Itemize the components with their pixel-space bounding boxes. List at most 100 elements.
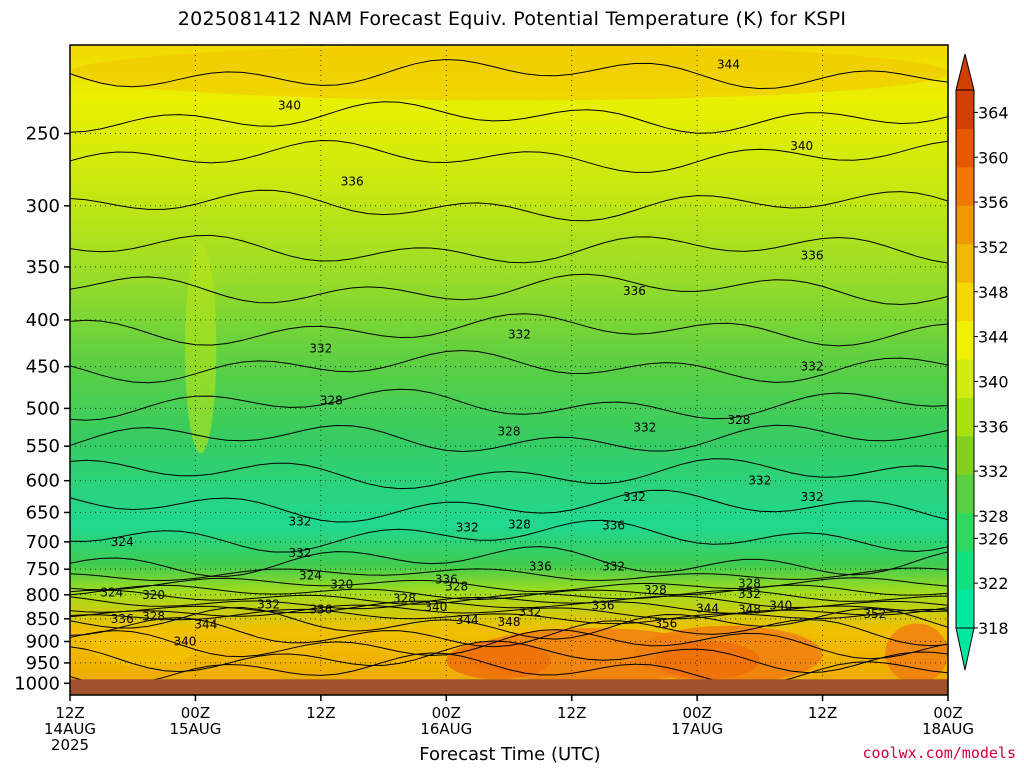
contour-label: 344 — [696, 601, 719, 615]
y-tick-label: 250 — [26, 123, 60, 144]
contour-line — [70, 519, 948, 553]
contour-label: 332 — [257, 598, 280, 612]
colorbar-min-arrow — [955, 627, 975, 671]
contour-label: 332 — [801, 360, 824, 374]
colorbar-swatch — [956, 551, 974, 591]
x-tick-label: 00Z — [181, 704, 210, 722]
colorbar-label: 322 — [978, 574, 1009, 593]
contour-line — [70, 388, 948, 421]
colorbar-swatch — [956, 512, 974, 552]
contour-label: 332 — [456, 520, 479, 534]
contour-label: 324 — [111, 535, 134, 549]
y-tick-label: 350 — [26, 257, 60, 278]
contour-label: 328 — [393, 592, 416, 606]
colorbar-label: 328 — [978, 507, 1009, 526]
contour-label: 344 — [717, 57, 740, 71]
contour-line — [70, 489, 948, 523]
colorbar-label: 344 — [978, 328, 1009, 347]
contour-line — [70, 424, 948, 453]
contour-line — [70, 189, 948, 222]
contour-label: 320 — [330, 578, 353, 592]
colorbar-swatch — [956, 397, 974, 437]
contour-label: 348 — [738, 602, 761, 616]
contour-line — [70, 640, 948, 674]
contour-line — [70, 234, 948, 264]
contour-line — [70, 629, 948, 660]
contour-label: 340 — [424, 600, 447, 614]
x-axis-title: Forecast Time (UTC) — [419, 744, 601, 765]
contour-label: 332 — [288, 514, 311, 528]
contour-label: 336 — [623, 284, 646, 298]
contour-line — [70, 606, 948, 640]
contour-label: 332 — [518, 605, 541, 619]
contour-label: 336 — [592, 599, 615, 613]
colorbar-label: 332 — [978, 462, 1009, 481]
y-tick-label: 800 — [26, 585, 60, 606]
contour-label: 332 — [508, 327, 531, 341]
contour-label: 328 — [508, 517, 531, 531]
contour-label: 348 — [498, 615, 521, 629]
y-tick-label: 600 — [26, 471, 60, 492]
colorbar-swatch — [956, 359, 974, 398]
contour-label: 344 — [194, 617, 217, 631]
contour-label: 328 — [445, 579, 468, 593]
warm-region — [885, 623, 948, 684]
chart-title: 2025081412 NAM Forecast Equiv. Potential… — [177, 8, 847, 30]
contour-line — [70, 589, 948, 605]
colorbar-label: 340 — [978, 372, 1009, 391]
colorbar-swatch — [956, 589, 974, 629]
colorbar-swatch — [956, 282, 974, 322]
contour-label: 336 — [801, 248, 824, 262]
colorbar-label: 364 — [978, 103, 1009, 122]
warm-region — [655, 641, 760, 680]
colorbar-label: 360 — [978, 148, 1009, 167]
y-tick-label: 500 — [26, 398, 60, 419]
y-tick-label: 300 — [26, 196, 60, 217]
x-tick-label: 00Z — [682, 704, 711, 722]
warm-region — [446, 641, 551, 680]
contour-line — [70, 139, 948, 173]
contour-line — [70, 349, 948, 384]
x-tick-label: 12Z — [557, 704, 586, 722]
contour-label: 328 — [142, 609, 165, 623]
x-tick-label: 12Z — [808, 704, 837, 722]
colorbar-swatch — [956, 435, 974, 475]
colorbar-swatch — [956, 166, 974, 206]
contour-label: 344 — [456, 613, 479, 627]
field-region — [70, 45, 948, 101]
contour-label: 340 — [790, 139, 813, 153]
contour-label: 332 — [738, 587, 761, 601]
y-tick-label: 400 — [26, 310, 60, 331]
contour-line — [70, 600, 948, 614]
contour-line — [70, 546, 948, 577]
contour-line — [70, 584, 948, 601]
contour-line — [70, 101, 948, 134]
colorbar-swatch — [956, 243, 974, 283]
contour-label: 332 — [288, 546, 311, 560]
contour-label: 340 — [278, 99, 301, 113]
contour-label: 336 — [309, 602, 332, 616]
contour-label: 336 — [435, 573, 458, 587]
contour-label: 328 — [320, 393, 343, 407]
contour-label: 332 — [309, 342, 332, 356]
warm-region — [90, 628, 196, 668]
contour-label: 328 — [738, 577, 761, 591]
contour-line — [70, 604, 948, 620]
x-tick-label: 12Z — [55, 704, 84, 722]
contour-label: 332 — [623, 490, 646, 504]
contour-label: 340 — [769, 599, 792, 613]
contour-label: 324 — [100, 585, 123, 599]
x-tick-date: 14AUG — [44, 720, 96, 738]
colorbar-label: 348 — [978, 283, 1009, 302]
ground-surface — [70, 679, 948, 695]
y-tick-label: 950 — [26, 653, 60, 674]
contour-label: 332 — [633, 421, 656, 435]
contour-line — [70, 577, 948, 593]
colorbar-swatch — [956, 474, 974, 514]
contour-line — [70, 652, 948, 686]
contour-label: 328 — [498, 424, 521, 438]
